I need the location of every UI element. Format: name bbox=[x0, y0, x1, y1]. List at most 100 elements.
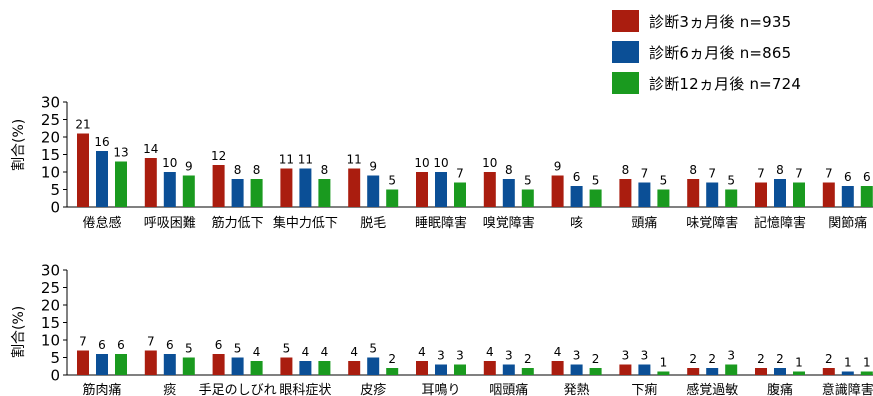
data-label-top-7-0: 9 bbox=[554, 160, 562, 174]
bar-bottom-4-1 bbox=[367, 357, 380, 375]
data-label-bottom-2-1: 5 bbox=[234, 342, 242, 356]
data-label-bottom-8-0: 3 bbox=[622, 349, 630, 363]
category-label-top-9: 味覚障害 bbox=[686, 215, 738, 231]
legend: 診断3ヵ月後 n=935 診断6ヵ月後 n=865 診断12ヵ月後 n=724 bbox=[612, 10, 801, 103]
category-label-bottom-3: 眼科症状 bbox=[279, 383, 331, 396]
bar-bottom-5-0 bbox=[416, 361, 428, 375]
data-label-top-6-0: 10 bbox=[482, 156, 497, 170]
data-label-top-0-1: 16 bbox=[94, 135, 109, 149]
bar-top-11-1 bbox=[841, 186, 854, 207]
data-label-top-0-0: 21 bbox=[75, 118, 90, 132]
category-label-bottom-1: 痰 bbox=[163, 382, 176, 396]
bar-bottom-2-0 bbox=[212, 354, 225, 375]
bar-top-7-0 bbox=[551, 175, 564, 207]
bar-bottom-7-0 bbox=[551, 361, 564, 375]
y-tick-label-top: 5 bbox=[50, 181, 60, 199]
bar-top-2-1 bbox=[231, 179, 244, 207]
legend-label-6-months: 診断6ヵ月後 n=865 bbox=[649, 43, 792, 62]
data-label-bottom-4-1: 5 bbox=[369, 342, 377, 356]
bar-bottom-10-2 bbox=[793, 371, 805, 375]
bar-top-10-1 bbox=[774, 179, 786, 207]
data-label-bottom-1-1: 6 bbox=[166, 338, 174, 352]
bar-top-5-1 bbox=[435, 172, 447, 207]
data-label-bottom-8-2: 1 bbox=[660, 356, 668, 370]
data-label-bottom-3-0: 5 bbox=[283, 342, 291, 356]
bar-top-1-0 bbox=[144, 158, 157, 207]
data-label-top-11-2: 6 bbox=[863, 170, 871, 184]
y-tick-label-bottom: 20 bbox=[41, 297, 60, 315]
category-label-top-10: 記憶障害 bbox=[754, 215, 806, 231]
category-label-bottom-7: 発熱 bbox=[564, 383, 590, 396]
data-label-top-8-2: 5 bbox=[660, 174, 668, 188]
bar-bottom-0-2 bbox=[115, 354, 127, 375]
bar-top-9-0 bbox=[687, 179, 700, 207]
data-label-top-9-1: 7 bbox=[708, 167, 716, 181]
data-label-top-8-1: 7 bbox=[641, 167, 649, 181]
data-label-bottom-6-0: 4 bbox=[486, 345, 494, 359]
data-label-top-11-0: 7 bbox=[825, 167, 833, 181]
data-label-top-10-1: 8 bbox=[776, 163, 784, 177]
bar-top-9-1 bbox=[706, 182, 719, 207]
data-label-top-10-2: 7 bbox=[795, 167, 803, 181]
bar-top-4-0 bbox=[348, 168, 361, 207]
y-tick-label-top: 30 bbox=[41, 94, 60, 112]
data-label-bottom-2-2: 4 bbox=[253, 345, 261, 359]
data-label-bottom-6-2: 2 bbox=[524, 352, 532, 366]
bar-top-9-2 bbox=[725, 189, 738, 207]
data-label-bottom-9-2: 3 bbox=[727, 349, 735, 363]
bar-bottom-2-2 bbox=[250, 361, 263, 375]
data-label-top-11-1: 6 bbox=[844, 170, 852, 184]
bar-top-7-2 bbox=[589, 189, 602, 207]
legend-swatch-3-months bbox=[612, 10, 639, 32]
data-label-bottom-3-2: 4 bbox=[321, 345, 329, 359]
category-label-top-2: 筋力低下 bbox=[212, 215, 264, 231]
category-label-bottom-2: 手足のしびれ bbox=[199, 383, 277, 396]
legend-label-12-months: 診断12ヵ月後 n=724 bbox=[649, 74, 802, 93]
data-label-top-2-2: 8 bbox=[253, 163, 261, 177]
bar-top-3-0 bbox=[280, 168, 293, 207]
bar-bottom-3-1 bbox=[299, 361, 312, 375]
bar-top-10-0 bbox=[755, 182, 767, 207]
data-label-bottom-11-0: 2 bbox=[825, 352, 833, 366]
bar-bottom-9-1 bbox=[706, 368, 719, 375]
legend-swatch-6-months bbox=[612, 41, 639, 63]
bar-bottom-7-2 bbox=[589, 368, 602, 375]
data-label-top-3-2: 8 bbox=[321, 163, 329, 177]
y-tick-label-bottom: 25 bbox=[41, 279, 60, 297]
data-label-bottom-10-1: 2 bbox=[776, 352, 784, 366]
y-tick-label-bottom: 30 bbox=[41, 262, 60, 280]
data-label-top-1-1: 10 bbox=[162, 156, 177, 170]
bar-bottom-7-1 bbox=[570, 364, 583, 375]
data-label-top-4-2: 5 bbox=[388, 174, 396, 188]
bar-top-5-0 bbox=[416, 172, 428, 207]
y-tick-label-top: 15 bbox=[41, 146, 60, 164]
bar-bottom-5-1 bbox=[435, 364, 447, 375]
bar-bottom-9-2 bbox=[725, 364, 738, 375]
bar-bottom-11-1 bbox=[841, 371, 854, 375]
data-label-bottom-5-0: 4 bbox=[418, 345, 426, 359]
bar-top-3-1 bbox=[299, 168, 312, 207]
bar-top-8-1 bbox=[638, 182, 651, 207]
data-label-bottom-4-0: 4 bbox=[350, 345, 358, 359]
bar-top-1-2 bbox=[182, 175, 195, 207]
bar-bottom-9-0 bbox=[687, 368, 700, 375]
data-label-top-1-2: 9 bbox=[185, 160, 193, 174]
data-label-top-4-0: 11 bbox=[347, 153, 362, 167]
bar-bottom-6-2 bbox=[521, 368, 534, 375]
data-label-bottom-6-1: 3 bbox=[505, 349, 513, 363]
category-label-top-4: 脱毛 bbox=[360, 216, 386, 231]
bar-top-1-1 bbox=[163, 172, 176, 207]
bar-bottom-0-1 bbox=[96, 354, 108, 375]
y-tick-label-top: 25 bbox=[41, 111, 60, 129]
data-label-top-2-0: 12 bbox=[211, 149, 226, 163]
legend-item-12-months: 診断12ヵ月後 n=724 bbox=[612, 72, 801, 94]
data-label-top-5-2: 7 bbox=[456, 167, 464, 181]
bar-bottom-11-2 bbox=[860, 371, 873, 375]
data-label-top-9-2: 5 bbox=[727, 174, 735, 188]
data-label-top-7-2: 5 bbox=[592, 174, 600, 188]
y-tick-label-bottom: 0 bbox=[50, 367, 60, 385]
bar-top-11-2 bbox=[860, 186, 873, 207]
data-label-bottom-9-0: 2 bbox=[689, 352, 697, 366]
